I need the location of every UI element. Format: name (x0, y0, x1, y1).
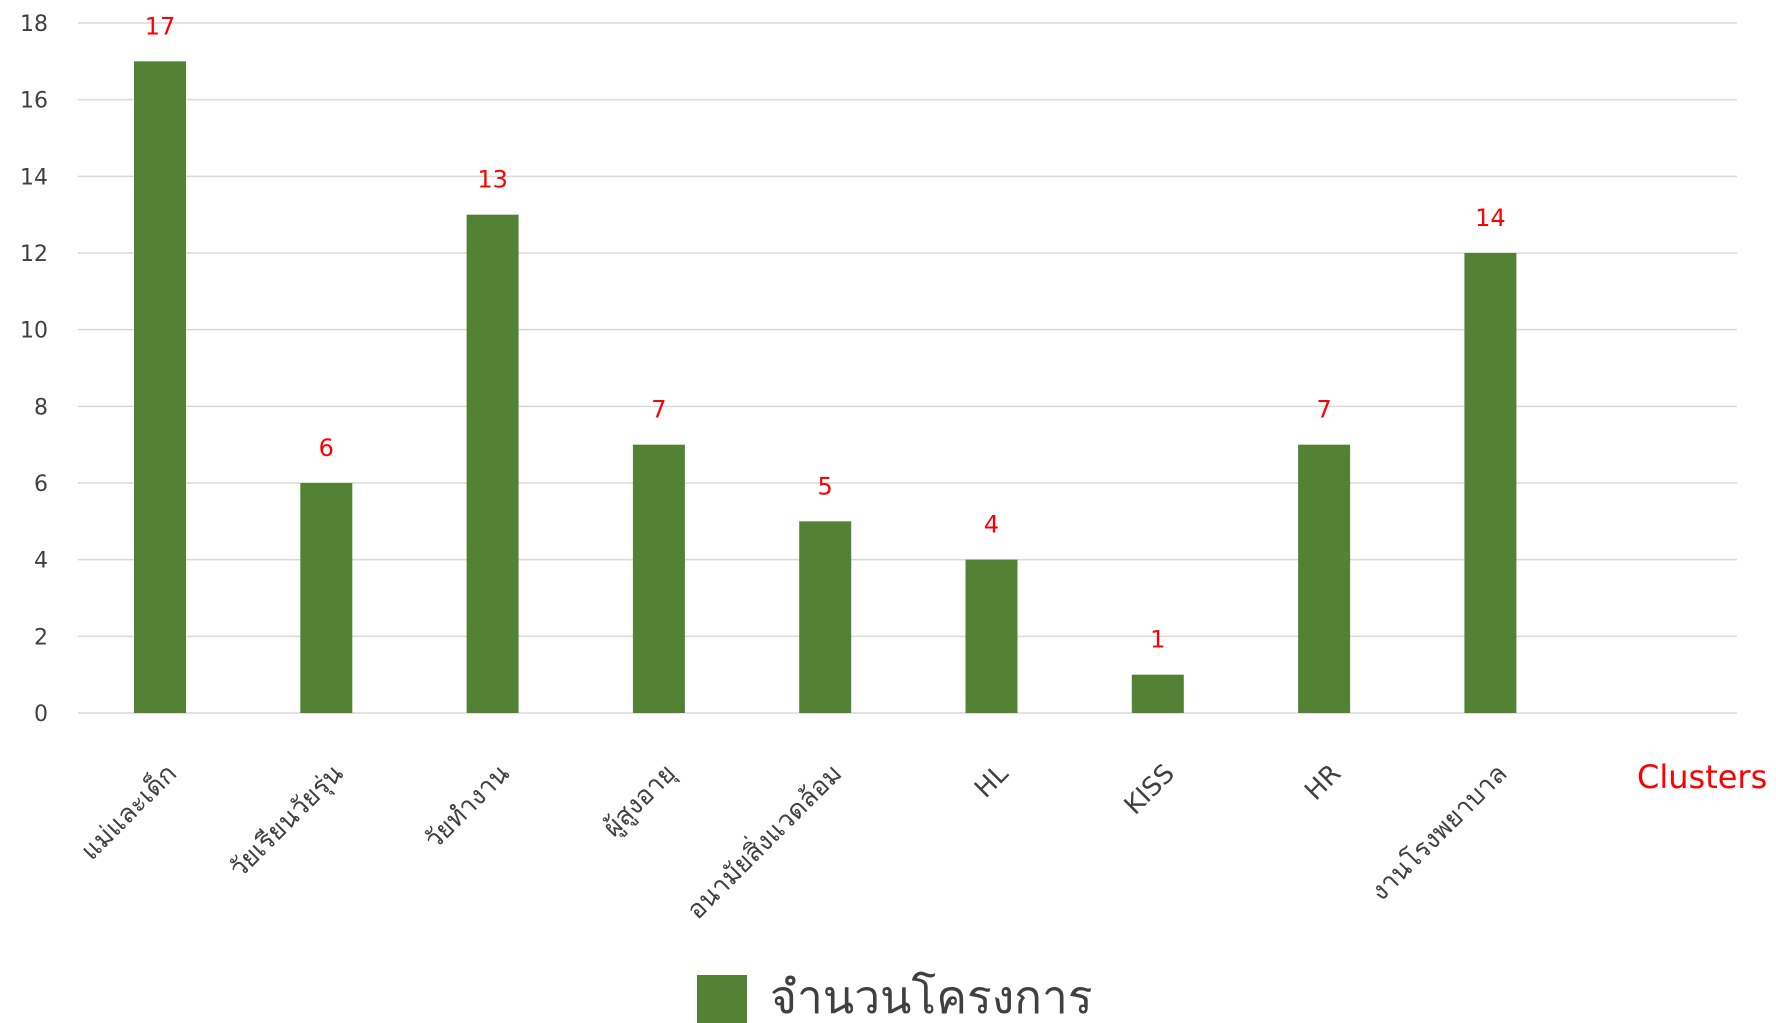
x-axis-categories: แม่และเด็ก วัยเรียนวัยรุ่น วัยทำงาน ผู้สูงอ… (74, 756, 1513, 926)
y-tick-label: 2 (34, 625, 48, 650)
y-tick-label: 4 (34, 549, 48, 574)
y-tick-label: 14 (20, 165, 48, 190)
data-label: 7 (1316, 396, 1331, 424)
x-category-label: ผู้สูงอายุ (598, 759, 682, 843)
data-label: 14 (1475, 204, 1506, 232)
x-category-label: งานโรงพยาบาล (1364, 758, 1513, 907)
data-label: 5 (818, 472, 833, 500)
x-category-label: แม่และเด็ก (74, 757, 183, 866)
y-tick-label: 0 (34, 702, 48, 727)
x-category-label: วัยทำงาน (419, 759, 516, 856)
data-label: 13 (477, 166, 508, 194)
data-label: 4 (984, 511, 999, 539)
bar (300, 483, 353, 713)
y-axis-ticks: 0 2 4 6 8 10 12 14 16 18 (20, 12, 48, 727)
bar (134, 61, 186, 714)
bar (1298, 444, 1351, 713)
bar (1464, 253, 1517, 713)
x-category-label: HR (1299, 759, 1347, 807)
legend: จำนวนโครงการ (697, 970, 1093, 1023)
y-tick-label: 6 (34, 472, 48, 497)
bar (466, 214, 519, 713)
y-tick-label: 8 (34, 395, 48, 420)
y-tick-label: 18 (20, 12, 48, 37)
y-tick-label: 10 (20, 319, 48, 344)
x-category-label: วัยเรียนวัยรุ่น (224, 759, 350, 885)
data-label: 6 (319, 434, 334, 462)
bar (1131, 674, 1184, 713)
x-category-label: HL (969, 758, 1015, 804)
legend-swatch (697, 975, 747, 1023)
x-axis-title: Clusters (1637, 758, 1767, 796)
x-category-label: KISS (1119, 759, 1181, 821)
legend-series-label: จำนวนโครงการ (770, 970, 1093, 1023)
bar (965, 559, 1018, 713)
y-tick-label: 12 (20, 242, 48, 267)
data-label: 1 (1150, 626, 1165, 654)
gridlines (78, 22, 1737, 714)
bar (799, 521, 852, 713)
data-label: 17 (145, 12, 176, 40)
bar (632, 444, 685, 713)
y-tick-label: 16 (20, 89, 48, 114)
bars (134, 61, 1517, 714)
data-label: 7 (651, 396, 666, 424)
x-category-label: อนามัยสิ่งแวดล้อม (679, 756, 849, 926)
